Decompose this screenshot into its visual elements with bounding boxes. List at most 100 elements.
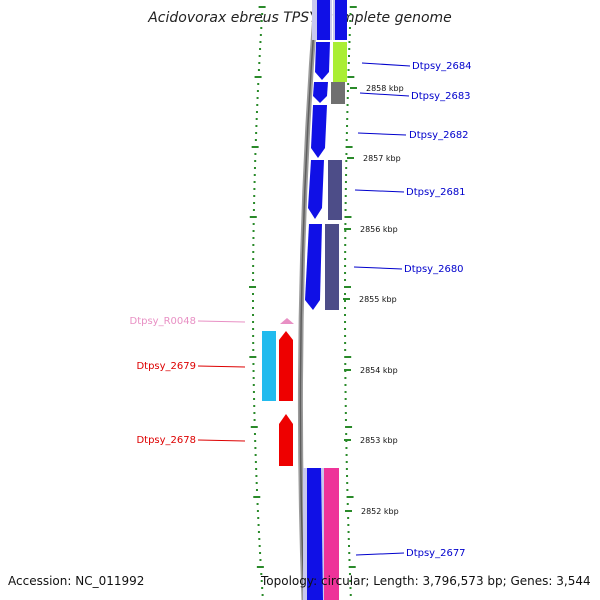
tick-mark: [344, 251, 347, 253]
tick-mark: [250, 426, 258, 428]
tick-mark: [344, 384, 347, 386]
tick-mark: [252, 209, 255, 211]
tick-mark: [344, 342, 347, 344]
tick-mark: [257, 69, 260, 71]
gene-label[interactable]: Dtpsy_R0048: [130, 316, 197, 327]
left-tick-track: [249, 6, 266, 596]
tick-mark: [346, 111, 349, 113]
gene-dtpsy-2680-track2[interactable]: [325, 224, 339, 310]
gene-dtpsy-2677[interactable]: [307, 468, 323, 600]
tick-mark: [252, 384, 255, 386]
tick-mark: [256, 90, 259, 92]
gene-dtpsy-2677-track2[interactable]: [324, 468, 339, 600]
scale-label: 2857 kbp: [363, 154, 401, 163]
scale-labels: 2858 kbp 2857 kbp 2856 kbp 2855 kbp 2854 kbp…: [343, 84, 404, 516]
tick-mark: [345, 454, 348, 456]
tick-mark: [252, 349, 255, 351]
tick-mark: [256, 510, 259, 512]
tick-mark: [258, 62, 261, 64]
tick-mark: [252, 237, 255, 239]
tick-mark: [252, 279, 255, 281]
gene-label[interactable]: Dtpsy_2677: [406, 548, 466, 559]
gene-dtpsy-2684-track2[interactable]: [333, 42, 347, 82]
tick-mark: [252, 230, 255, 232]
tick-mark: [252, 342, 255, 344]
tick-mark: [345, 153, 348, 155]
tick-mark: [345, 167, 348, 169]
tick-mark: [255, 475, 258, 477]
tick-mark: [347, 62, 350, 64]
tick-mark: [344, 398, 347, 400]
tick-mark: [344, 321, 347, 323]
tick-mark: [253, 433, 256, 435]
tick-mark: [253, 188, 256, 190]
gene-label[interactable]: Dtpsy_2680: [404, 264, 464, 275]
tick-mark: [346, 503, 349, 505]
tick-mark: [256, 503, 259, 505]
tick-mark: [253, 419, 256, 421]
tick-mark: [344, 356, 352, 358]
tick-mark: [347, 517, 350, 519]
tick-mark: [253, 496, 261, 498]
tick-mark: [346, 489, 349, 491]
tick-mark: [253, 167, 256, 169]
tick-mark: [349, 587, 352, 589]
tick-mark: [254, 76, 262, 78]
gene-label[interactable]: Dtpsy_2679: [136, 361, 196, 372]
gene-label[interactable]: Dtpsy_2684: [412, 61, 472, 72]
tick-mark: [345, 174, 348, 176]
gene-dtpsy-2682[interactable]: [311, 105, 327, 158]
tick-mark: [257, 531, 260, 533]
tick-mark: [252, 391, 255, 393]
gene-label[interactable]: Dtpsy_2682: [409, 130, 469, 141]
tick-mark: [344, 244, 347, 246]
gene-dtpsy-2680[interactable]: [305, 224, 322, 310]
tick-mark: [258, 6, 266, 8]
scale-major-tick: [344, 228, 351, 230]
tick-mark: [252, 363, 255, 365]
gene-dtpsy-2681-track2[interactable]: [328, 160, 342, 220]
gene-label[interactable]: Dtpsy_2678: [136, 435, 196, 446]
tick-mark: [256, 104, 259, 106]
tick-mark: [346, 482, 349, 484]
gene-top-track2[interactable]: [333, 0, 347, 40]
tick-mark: [252, 244, 255, 246]
gene-dtpsy-2679[interactable]: [262, 331, 293, 401]
gene-dtpsy-2683-track2[interactable]: [331, 82, 345, 104]
tick-mark: [260, 20, 263, 22]
tick-mark: [260, 580, 263, 582]
gene-label[interactable]: Dtpsy_2683: [411, 91, 471, 102]
tick-mark: [348, 41, 351, 43]
tick-mark: [254, 461, 257, 463]
tick-mark: [253, 398, 256, 400]
scale-major-tick: [344, 439, 351, 441]
scale-label: 2856 kbp: [360, 225, 398, 234]
gene-dtpsy-2683[interactable]: [313, 82, 328, 103]
tick-mark: [349, 13, 352, 15]
tick-mark: [346, 104, 349, 106]
tick-mark: [252, 314, 255, 316]
tick-mark: [254, 153, 257, 155]
tick-mark: [348, 573, 351, 575]
tick-mark: [344, 272, 347, 274]
tick-mark: [252, 377, 255, 379]
gene-dtpsy-2684-upper[interactable]: [317, 0, 330, 40]
tick-mark: [261, 587, 264, 589]
gene-dtpsy-2684[interactable]: [315, 42, 330, 80]
gene-label[interactable]: Dtpsy_2681: [406, 187, 466, 198]
accession-text: Accession: NC_011992: [8, 574, 145, 588]
gene-dtpsy-r0048[interactable]: [280, 318, 294, 324]
tick-mark: [254, 160, 257, 162]
tick-mark: [347, 76, 355, 78]
gene-dtpsy-2681[interactable]: [308, 160, 324, 219]
tick-mark: [252, 328, 255, 330]
tick-mark: [344, 258, 347, 260]
tick-mark: [255, 118, 258, 120]
gene-dtpsy-2678[interactable]: [279, 414, 293, 466]
tick-mark: [344, 314, 347, 316]
tick-mark: [345, 426, 353, 428]
tick-mark: [346, 118, 349, 120]
tick-mark: [344, 328, 347, 330]
tick-mark: [253, 412, 256, 414]
